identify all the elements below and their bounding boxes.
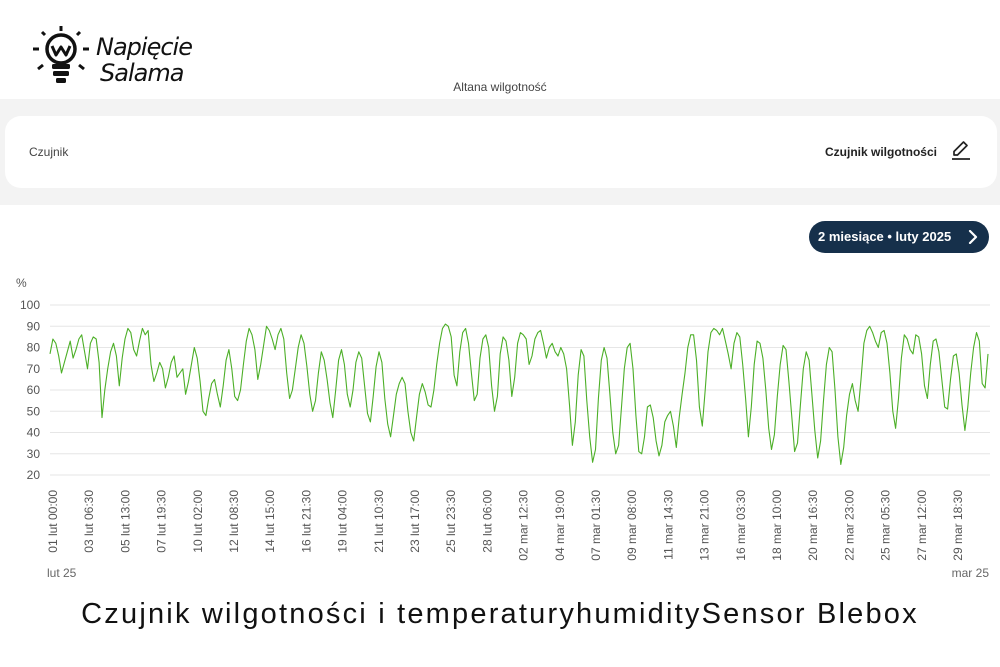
- humidity-chart: % 100 90 80 70 60 50 40 30 20 01 lut 00:00 03 lut…: [16, 276, 990, 580]
- pencil-icon[interactable]: [949, 138, 973, 162]
- y-tick-label: 80: [27, 341, 41, 355]
- x-tick-label: 23 lut 17:00: [408, 490, 422, 553]
- x-tick-label: 21 lut 10:30: [372, 490, 386, 553]
- range-end-label: mar 25: [952, 566, 990, 580]
- x-tick-label: 27 mar 12:00: [915, 490, 929, 561]
- sensor-value: Czujnik wilgotności: [824, 145, 937, 159]
- y-tick-label: 20: [27, 468, 41, 482]
- x-tick-label: 01 lut 00:00: [46, 490, 60, 553]
- y-tick-label: 90: [27, 319, 41, 333]
- x-tick-label: 05 lut 13:00: [118, 490, 132, 553]
- x-tick-label: 25 lut 23:30: [444, 490, 458, 553]
- x-tick-label: 22 mar 23:00: [842, 490, 856, 561]
- logo: [30, 26, 220, 92]
- y-tick-label: 50: [27, 404, 41, 418]
- x-tick-label: 07 mar 01:30: [589, 490, 603, 561]
- chevron-right-icon: [968, 230, 978, 244]
- x-tick-label: 03 lut 06:30: [82, 490, 96, 553]
- range-start-label: lut 25: [47, 566, 77, 580]
- x-tick-label: 16 mar 03:30: [734, 490, 748, 561]
- sensor-label: Czujnik: [29, 145, 69, 159]
- page-subtitle: Altana wilgotność: [453, 80, 547, 94]
- x-tick-label: 28 lut 06:00: [480, 490, 494, 553]
- x-tick-label: 14 lut 15:00: [263, 490, 277, 553]
- date-range-button[interactable]: 2 miesiące • luty 2025: [809, 221, 989, 253]
- x-tick-label: 07 lut 19:30: [155, 490, 169, 553]
- x-tick-label: 09 mar 08:00: [625, 490, 639, 561]
- page-caption: Czujnik wilgotności i temperaturyhumidit…: [81, 598, 919, 630]
- brand-name: Napięcie Salama: [96, 33, 193, 87]
- y-tick-label: 70: [27, 362, 41, 376]
- x-tick-label: 29 mar 18:30: [951, 490, 965, 561]
- y-tick-label: 60: [27, 383, 41, 397]
- brand-name-line2: Salama: [100, 59, 184, 87]
- x-tick-label: 25 mar 05:30: [879, 490, 893, 561]
- x-tick-label: 10 lut 02:00: [191, 490, 205, 553]
- brand-name-line1: Napięcie: [96, 33, 193, 61]
- x-tick-label: 04 mar 19:00: [553, 490, 567, 561]
- y-tick-label: 40: [27, 426, 41, 440]
- humidity-line: [49, 323, 989, 465]
- y-axis-unit: %: [16, 276, 27, 290]
- x-tick-label: 20 mar 16:30: [806, 490, 820, 561]
- x-tick-label: 19 lut 04:00: [336, 490, 350, 553]
- x-tick-label: 02 mar 12:30: [517, 490, 531, 561]
- x-tick-label: 18 mar 10:00: [770, 490, 784, 561]
- y-tick-label: 30: [27, 447, 41, 461]
- x-tick-label: 11 mar 14:30: [661, 490, 675, 560]
- lightbulb-w-icon: [33, 26, 89, 83]
- sensor-card: Czujnik Czujnik wilgotności: [5, 116, 997, 188]
- x-tick-label: 13 mar 21:00: [698, 490, 712, 561]
- x-tick-label: 12 lut 08:30: [227, 490, 241, 553]
- date-range-label: 2 miesiące • luty 2025: [818, 229, 952, 244]
- x-tick-label: 16 lut 21:30: [299, 490, 313, 553]
- y-tick-label: 100: [20, 298, 40, 312]
